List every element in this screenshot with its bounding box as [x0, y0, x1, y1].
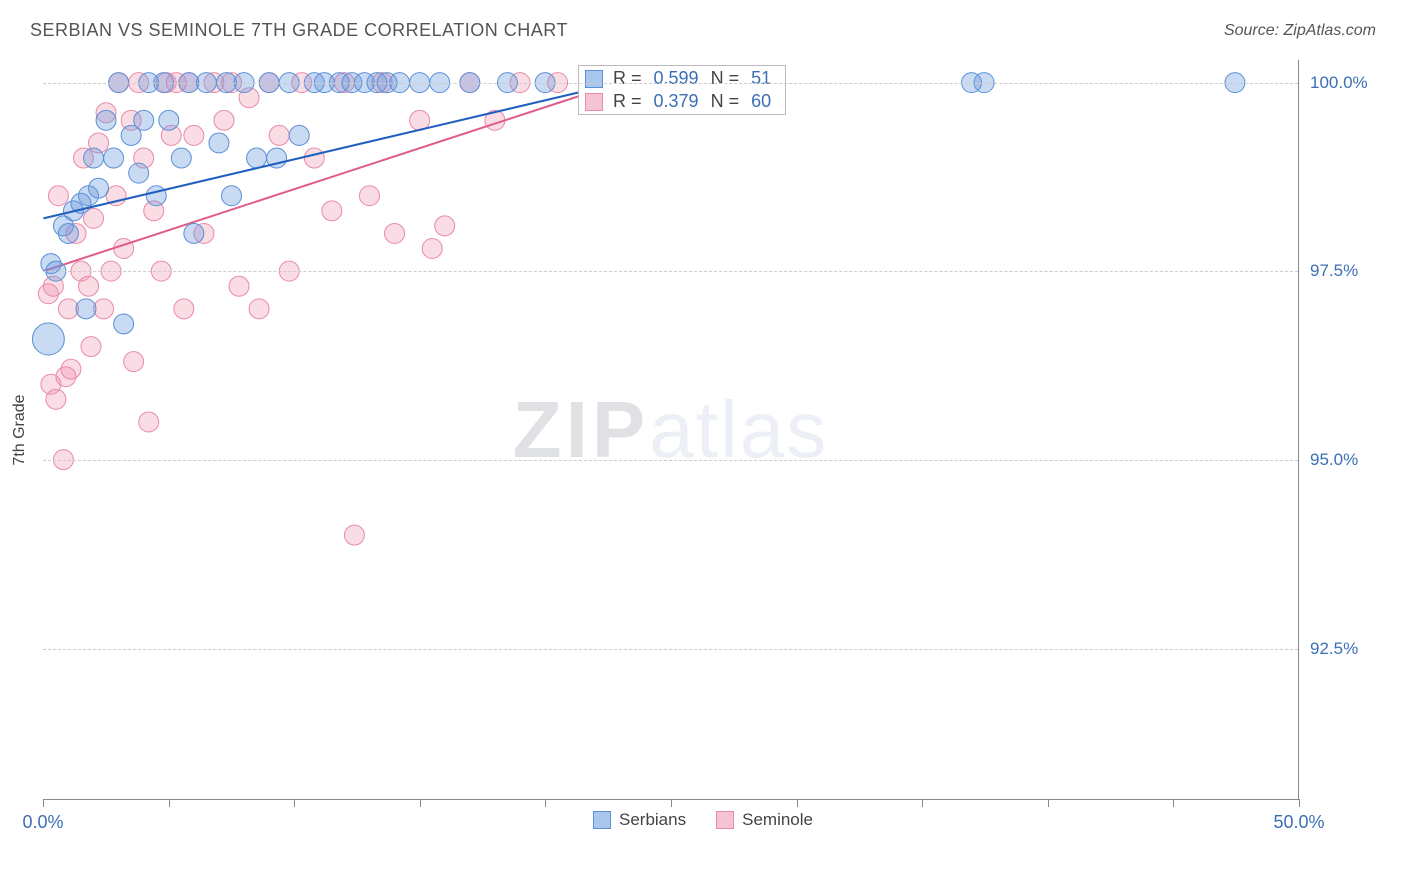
infobox-r-label: R = — [613, 91, 642, 112]
gridline-h — [43, 460, 1298, 461]
chart-header: SERBIAN VS SEMINOLE 7TH GRADE CORRELATIO… — [30, 20, 1376, 41]
gridline-h — [43, 649, 1298, 650]
scatter-point — [76, 299, 96, 319]
scatter-point — [124, 352, 144, 372]
scatter-point — [435, 216, 455, 236]
infobox-n-label: N = — [711, 68, 740, 89]
x-tick — [797, 799, 798, 807]
x-tick — [671, 799, 672, 807]
scatter-point — [269, 125, 289, 145]
scatter-point — [129, 163, 149, 183]
x-tick-label: 0.0% — [22, 812, 63, 833]
x-tick — [1048, 799, 1049, 807]
scatter-point — [247, 148, 267, 168]
x-tick — [1173, 799, 1174, 807]
infobox-r-value: 0.599 — [650, 68, 703, 89]
scatter-point — [84, 148, 104, 168]
y-axis-label: 7th Grade — [11, 394, 29, 465]
x-tick — [420, 799, 421, 807]
stats-info-box: R = 0.599 N = 51 R = 0.379 N = 60 — [578, 65, 786, 115]
y-tick-label: 95.0% — [1310, 450, 1358, 470]
scatter-point — [139, 412, 159, 432]
scatter-point — [96, 110, 116, 130]
scatter-point — [385, 223, 405, 243]
scatter-point — [94, 299, 114, 319]
gridline-h — [43, 271, 1298, 272]
scatter-point — [249, 299, 269, 319]
x-tick — [922, 799, 923, 807]
legend-item-serbians: Serbians — [593, 810, 686, 830]
scatter-point — [32, 323, 64, 355]
scatter-point — [229, 276, 249, 296]
scatter-point — [174, 299, 194, 319]
scatter-point — [159, 110, 179, 130]
scatter-point — [134, 110, 154, 130]
scatter-point — [89, 178, 109, 198]
scatter-point — [322, 201, 342, 221]
y-tick-label: 92.5% — [1310, 639, 1358, 659]
legend-item-seminole: Seminole — [716, 810, 813, 830]
scatter-point — [114, 239, 134, 259]
scatter-point — [422, 239, 442, 259]
scatter-point — [184, 125, 204, 145]
scatter-point — [344, 525, 364, 545]
infobox-r-value: 0.379 — [650, 91, 703, 112]
legend-label-serbians: Serbians — [619, 810, 686, 830]
regression-line — [43, 83, 620, 219]
infobox-swatch — [585, 70, 603, 88]
infobox-n-value: 60 — [747, 91, 775, 112]
x-tick — [294, 799, 295, 807]
scatter-point — [46, 389, 66, 409]
x-tick-label: 50.0% — [1273, 812, 1324, 833]
scatter-point — [81, 337, 101, 357]
y-tick-label: 97.5% — [1310, 261, 1358, 281]
legend-swatch-serbians — [593, 811, 611, 829]
scatter-point — [114, 314, 134, 334]
infobox-r-label: R = — [613, 68, 642, 89]
gridline-h — [43, 83, 1298, 84]
x-tick — [43, 799, 44, 807]
scatter-point — [209, 133, 229, 153]
scatter-point — [61, 359, 81, 379]
legend: Serbians Seminole — [0, 810, 1406, 830]
scatter-point — [58, 223, 78, 243]
infobox-n-label: N = — [711, 91, 740, 112]
legend-swatch-seminole — [716, 811, 734, 829]
scatter-point — [289, 125, 309, 145]
scatter-point — [58, 299, 78, 319]
scatter-point — [222, 186, 242, 206]
scatter-point — [304, 148, 324, 168]
scatter-point — [146, 186, 166, 206]
x-tick — [545, 799, 546, 807]
scatter-point — [48, 186, 68, 206]
chart-source: Source: ZipAtlas.com — [1224, 22, 1376, 40]
x-tick — [1299, 799, 1300, 807]
chart-title: SERBIAN VS SEMINOLE 7TH GRADE CORRELATIO… — [30, 20, 568, 41]
scatter-point — [79, 276, 99, 296]
chart-plot-area: ZIPatlas R =0.599N = 51R =0.379N = 60 — [43, 60, 1299, 800]
scatter-point — [184, 223, 204, 243]
scatter-svg — [43, 60, 1298, 799]
scatter-point — [104, 148, 124, 168]
x-tick — [169, 799, 170, 807]
y-tick-label: 100.0% — [1310, 73, 1368, 93]
scatter-point — [214, 110, 234, 130]
scatter-point — [171, 148, 191, 168]
infobox-swatch — [585, 93, 603, 111]
legend-label-seminole: Seminole — [742, 810, 813, 830]
scatter-point — [359, 186, 379, 206]
infobox-n-value: 51 — [747, 68, 775, 89]
